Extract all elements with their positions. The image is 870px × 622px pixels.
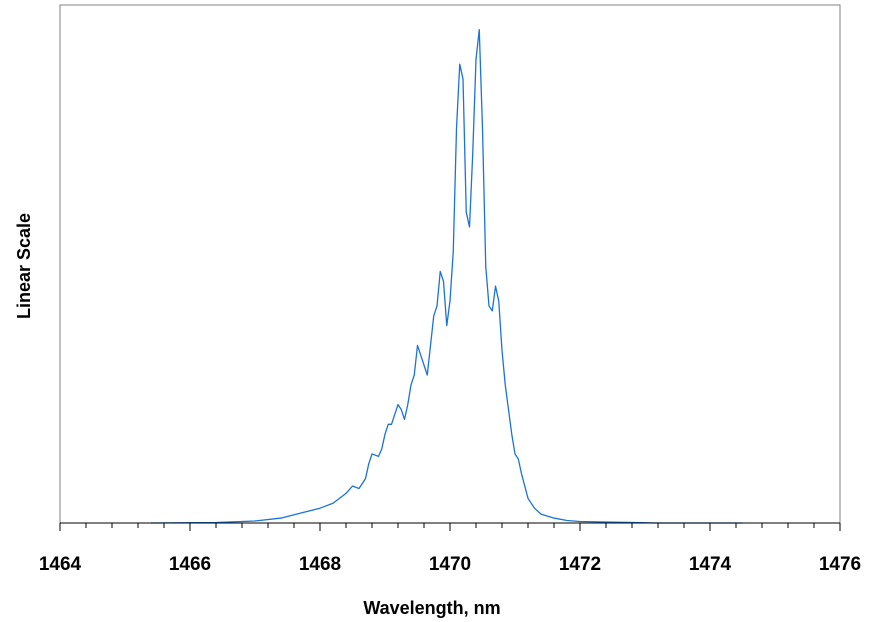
x-axis-tick-labels: 1464 1466 1468 1470 1472 1474 1476 <box>39 554 861 575</box>
x-tick-label: 1474 <box>689 554 732 575</box>
x-tick-label: 1472 <box>559 554 601 575</box>
x-tick-label: 1466 <box>169 554 211 575</box>
spectrum-line <box>150 29 743 524</box>
x-axis-ticks <box>59 523 841 531</box>
plot-area <box>59 4 841 524</box>
x-axis-title: Wavelength, nm <box>363 598 500 618</box>
x-tick-label: 1464 <box>39 554 82 575</box>
x-tick-label: 1476 <box>819 554 861 575</box>
y-axis-title: Linear Scale <box>14 213 34 319</box>
x-tick-label: 1468 <box>299 554 341 575</box>
x-tick-label: 1470 <box>429 554 471 575</box>
